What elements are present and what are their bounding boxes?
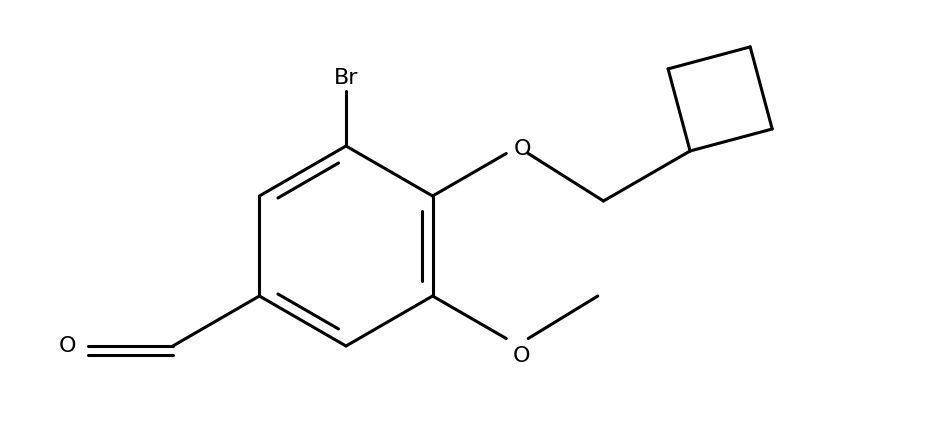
Text: Br: Br: [333, 68, 358, 88]
Text: O: O: [514, 138, 531, 158]
Text: O: O: [513, 346, 530, 366]
Text: O: O: [58, 336, 75, 356]
